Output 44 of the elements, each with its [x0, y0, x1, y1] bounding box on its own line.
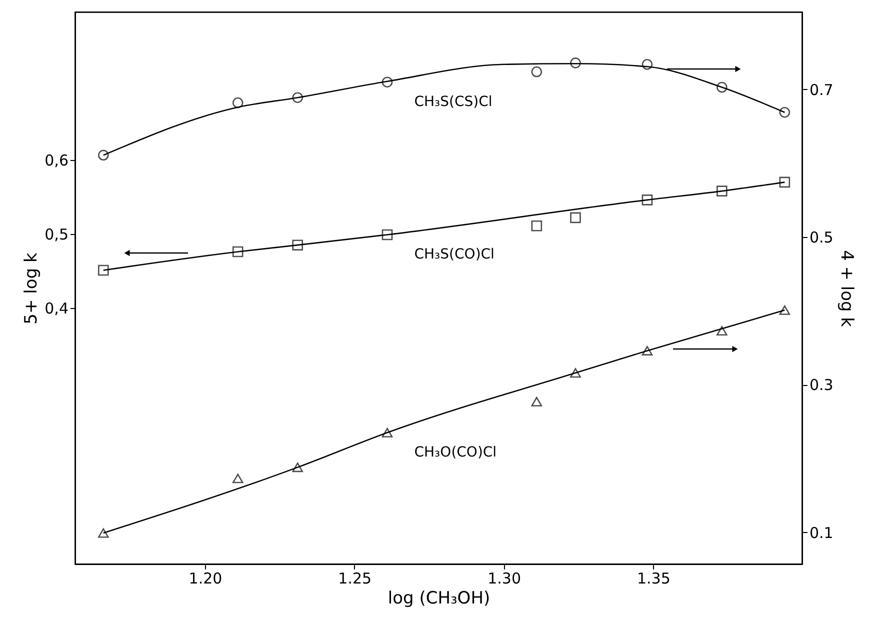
- point: [779, 176, 790, 188]
- series-label: CH₃S(CS)Cl: [414, 94, 492, 110]
- point: [232, 97, 244, 108]
- point: [531, 220, 542, 232]
- series-label: CH₃O(CO)Cl: [414, 444, 497, 461]
- point: [642, 194, 653, 206]
- point: [716, 82, 728, 93]
- y2-tick-label: 0.5: [810, 228, 834, 247]
- point: [531, 66, 542, 78]
- x-tick-label: 1.25: [338, 570, 372, 588]
- point: [382, 428, 393, 438]
- point: [292, 240, 304, 250]
- point: [779, 106, 790, 118]
- point: [531, 396, 542, 406]
- point: [98, 150, 109, 161]
- x-axis-title: log (CH₃OH): [388, 588, 490, 608]
- y-tick-label: 0,5: [44, 225, 68, 244]
- point: [98, 528, 109, 538]
- y-tick-label: 0,4: [44, 299, 68, 318]
- y2-axis-title: 4 + log k: [836, 250, 856, 328]
- point: [382, 76, 393, 88]
- point: [232, 474, 244, 484]
- y2-tick-label: 0.3: [810, 376, 834, 394]
- y-axis-title: 5+ log k: [22, 252, 42, 324]
- point: [292, 92, 304, 103]
- point: [570, 368, 581, 378]
- x-tick-label: 1.20: [188, 570, 222, 588]
- point: [716, 186, 728, 196]
- point: [98, 264, 109, 276]
- x-tick-label: 1.35: [636, 570, 670, 588]
- point: [716, 326, 728, 336]
- y-tick-label: 0,6: [44, 151, 68, 170]
- series-label: CH₃S(CO)Cl: [414, 246, 494, 263]
- point: [570, 58, 581, 68]
- point: [570, 212, 581, 224]
- point: [642, 346, 653, 356]
- point: [382, 229, 393, 240]
- point: [232, 246, 244, 258]
- point: [779, 305, 790, 315]
- x-tick-label: 1.30: [488, 570, 521, 588]
- point: [292, 462, 304, 472]
- point: [642, 59, 653, 70]
- y2-tick-label: 0.7: [810, 80, 834, 99]
- y2-tick-label: 0.1: [810, 524, 834, 542]
